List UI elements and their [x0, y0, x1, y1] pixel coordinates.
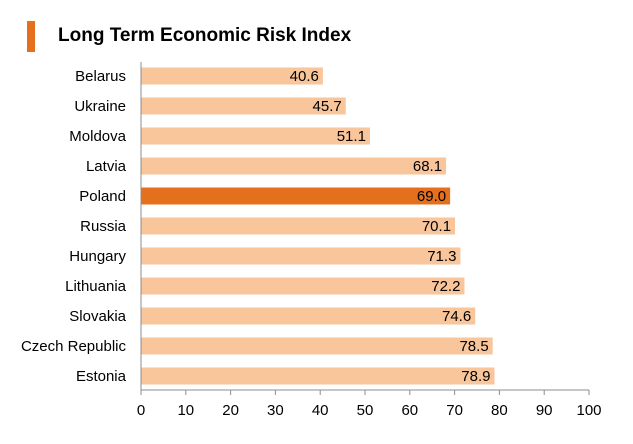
bar	[141, 367, 495, 385]
data-label: 72.2	[431, 278, 460, 295]
x-tick-label: 100	[576, 402, 601, 419]
data-label: 70.1	[422, 218, 451, 235]
axis-layer: 0 10 20 30 40 50 60 70 80 90 100	[137, 62, 602, 419]
x-tick-label: 10	[177, 402, 194, 419]
category-label: Belarus	[75, 68, 126, 85]
category-label: Estonia	[76, 368, 127, 385]
chart-title: Long Term Economic Risk Index	[58, 25, 352, 46]
bar	[141, 67, 323, 85]
x-tick-label: 50	[357, 402, 374, 419]
x-tick-label: 0	[137, 402, 145, 419]
category-label: Lithuania	[65, 278, 127, 295]
data-label: 69.0	[417, 188, 446, 205]
bar	[141, 127, 370, 145]
category-label: Czech Republic	[21, 338, 127, 355]
data-label: 74.6	[442, 308, 471, 325]
x-tick-label: 90	[536, 402, 553, 419]
data-label: 71.3	[427, 248, 456, 265]
bar	[141, 157, 447, 175]
x-tick-label: 70	[446, 402, 463, 419]
x-tick-label: 80	[491, 402, 508, 419]
data-label: 78.9	[461, 368, 490, 385]
data-label: 51.1	[337, 128, 366, 145]
x-tick-label: 40	[312, 402, 329, 419]
bar-highlighted	[141, 187, 451, 205]
category-label: Hungary	[69, 248, 126, 265]
data-label: 45.7	[313, 98, 342, 115]
data-label: 78.5	[459, 338, 488, 355]
x-tick-label: 60	[401, 402, 418, 419]
bar	[141, 337, 493, 355]
bar	[141, 307, 476, 325]
bar	[141, 97, 346, 115]
category-label: Poland	[79, 188, 126, 205]
data-label: 68.1	[413, 158, 442, 175]
bar	[141, 277, 465, 295]
category-label: Russia	[80, 218, 127, 235]
bars-layer: Belarus 40.6 Ukraine 45.7 Moldova 51.1 Latvia 6…	[21, 67, 495, 385]
x-tick-label: 20	[222, 402, 239, 419]
data-label: 40.6	[290, 68, 319, 85]
bar	[141, 217, 456, 235]
bar	[141, 247, 461, 265]
title-accent-bar	[27, 21, 35, 52]
category-label: Slovakia	[69, 308, 126, 325]
category-label: Latvia	[86, 158, 127, 175]
category-label: Ukraine	[74, 98, 126, 115]
category-label: Moldova	[69, 128, 126, 145]
x-tick-label: 30	[267, 402, 284, 419]
